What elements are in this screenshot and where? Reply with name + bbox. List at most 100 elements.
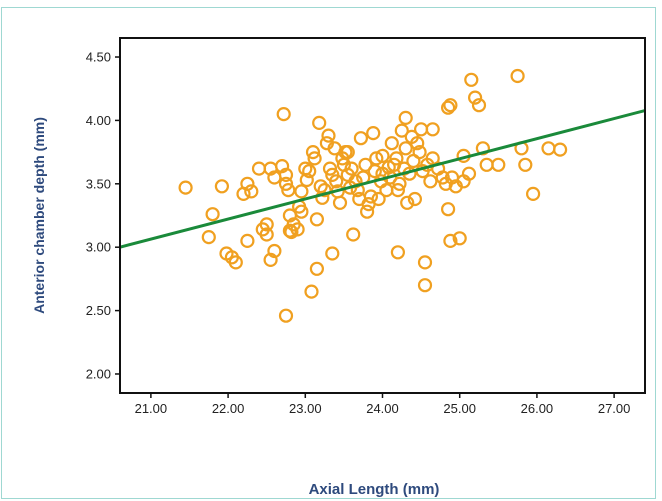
data-point: [344, 161, 359, 176]
y-tick-label: 3.00: [86, 240, 111, 255]
plot-area-border: [119, 37, 646, 394]
data-point: [518, 157, 533, 172]
data-point: [281, 183, 296, 198]
data-point: [299, 172, 314, 188]
data-point: [410, 136, 425, 151]
data-point: [389, 151, 404, 166]
x-tick-label: 21.00: [135, 401, 168, 416]
data-point: [384, 136, 399, 151]
data-point: [366, 126, 381, 141]
data-point: [340, 145, 355, 160]
data-point: [294, 204, 309, 219]
data-point: [394, 123, 409, 138]
x-tick-label: 25.00: [443, 401, 476, 416]
data-point: [443, 98, 458, 113]
data-point: [309, 261, 324, 276]
data-point: [325, 246, 340, 261]
data-point: [510, 68, 525, 84]
data-point: [412, 145, 427, 160]
data-point: [425, 122, 440, 137]
regression-line: [119, 109, 646, 249]
data-point: [525, 186, 541, 201]
data-point: [240, 233, 255, 248]
data-point: [294, 184, 309, 199]
data-point: [263, 252, 278, 267]
x-tick-label: 22.00: [212, 401, 245, 416]
chart-frame: [1, 7, 656, 499]
x-tick-label: 23.00: [289, 401, 322, 416]
data-point: [417, 278, 433, 293]
y-tick-label: 4.00: [86, 113, 111, 128]
data-point: [346, 227, 361, 242]
data-point: [315, 190, 330, 205]
data-point: [322, 161, 338, 176]
data-point: [390, 183, 405, 198]
data-point: [201, 230, 216, 245]
data-point: [267, 243, 282, 259]
data-point: [491, 157, 506, 172]
data-point: [471, 98, 487, 113]
data-point: [214, 179, 229, 194]
data-point: [275, 159, 290, 174]
x-tick-label: 24.00: [366, 401, 399, 416]
data-point: [353, 131, 368, 146]
data-point: [304, 284, 319, 299]
data-point: [398, 110, 413, 126]
y-tick-label: 2.00: [86, 366, 111, 381]
data-point: [360, 204, 375, 219]
data-point: [309, 212, 324, 227]
data-point: [205, 207, 220, 222]
data-point: [552, 142, 568, 157]
data-point: [441, 100, 456, 115]
y-tick-label: 3.50: [86, 176, 111, 191]
data-point: [358, 157, 373, 172]
data-point: [305, 145, 321, 160]
data-point: [329, 174, 344, 189]
data-point: [400, 195, 415, 210]
data-point: [541, 141, 556, 156]
data-point: [278, 308, 294, 323]
data-point: [479, 157, 494, 172]
data-point: [468, 90, 483, 105]
data-point: [398, 141, 413, 156]
data-point: [317, 183, 332, 198]
data-point: [392, 176, 407, 191]
data-point: [321, 128, 336, 143]
data-point: [228, 255, 243, 270]
y-axis-label: Anterior chamber depth (mm): [31, 117, 47, 314]
data-point: [259, 227, 274, 242]
data-point: [178, 180, 193, 195]
data-point: [240, 176, 255, 191]
data-point: [417, 255, 433, 270]
x-axis-label: Axial Length (mm): [309, 481, 440, 498]
data-point: [461, 166, 477, 181]
data-point: [452, 231, 467, 246]
data-point: [251, 161, 267, 176]
data-point: [332, 195, 348, 210]
data-point: [302, 164, 317, 179]
data-point: [363, 189, 378, 204]
data-point: [276, 106, 291, 122]
data-point: [307, 151, 322, 166]
x-tick-label: 27.00: [598, 401, 631, 416]
data-point: [290, 222, 305, 237]
data-point: [371, 191, 386, 207]
data-point: [390, 245, 405, 260]
data-point: [278, 167, 294, 182]
data-point: [441, 202, 456, 217]
x-axis-ticks: 21.00 22.00 23.00 24.00 25.00 26.00 27.00: [135, 393, 631, 416]
x-tick-label: 26.00: [521, 401, 554, 416]
data-point: [259, 217, 274, 232]
data-point: [423, 174, 438, 189]
data-point: [464, 72, 479, 87]
data-point: [475, 141, 490, 156]
data-point: [443, 233, 458, 248]
y-axis-ticks: 2.00 2.50 3.00 3.50 4.00 4.50: [86, 50, 120, 381]
data-point: [369, 151, 384, 166]
y-tick-label: 4.50: [86, 50, 111, 65]
data-point: [375, 148, 390, 163]
y-tick-label: 2.50: [86, 303, 111, 318]
data-point: [312, 115, 327, 131]
data-point: [407, 191, 422, 207]
